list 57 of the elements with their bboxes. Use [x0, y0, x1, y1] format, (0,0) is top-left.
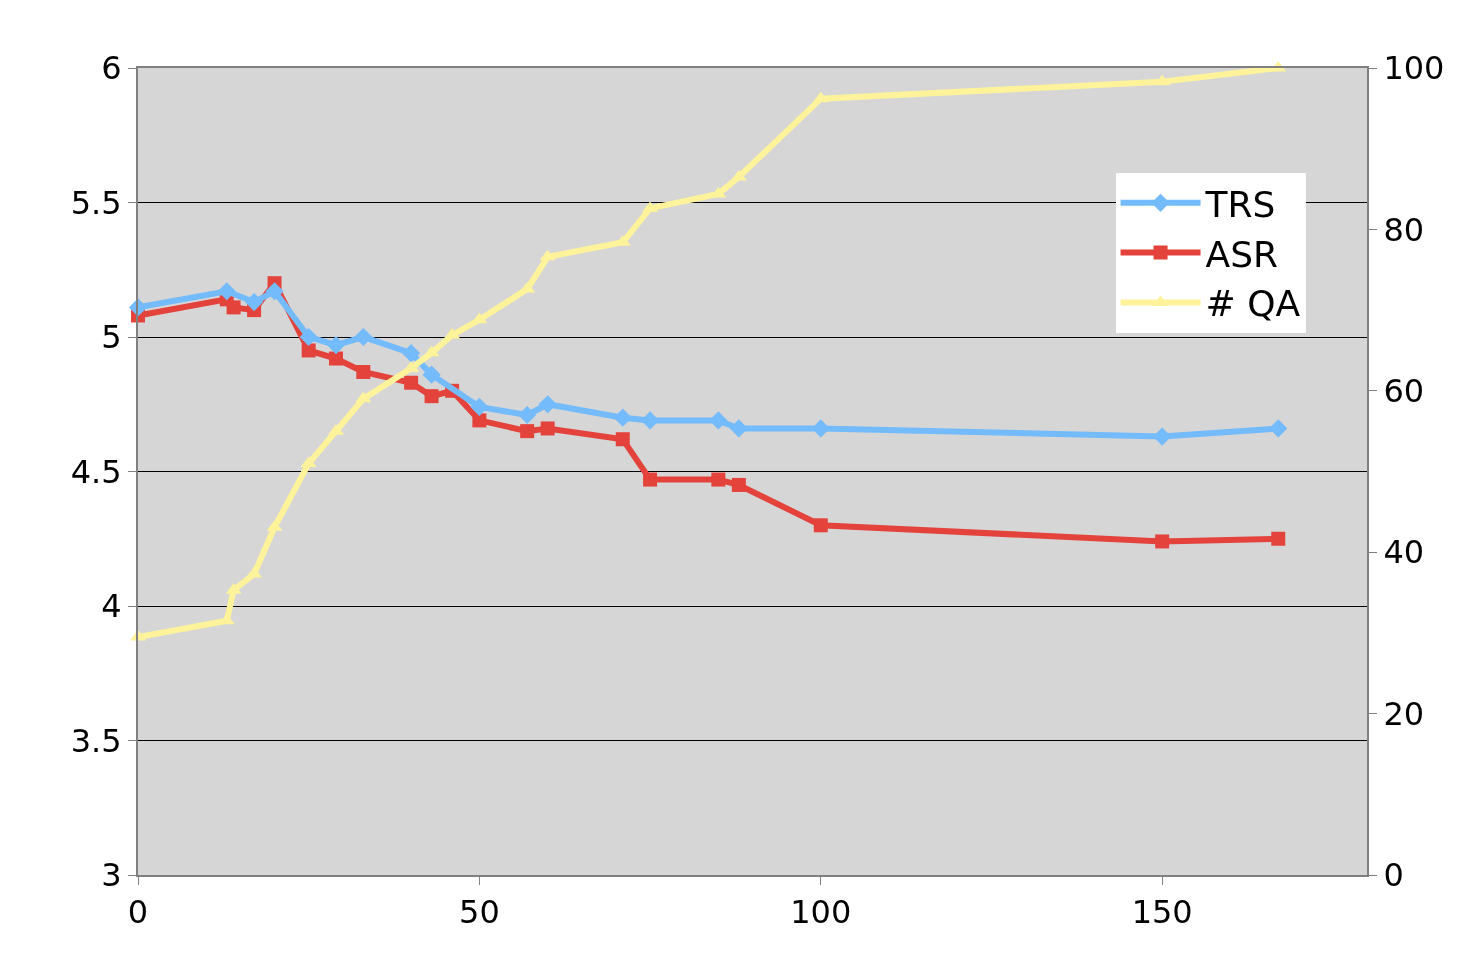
- point: [643, 472, 658, 487]
- point: [301, 343, 316, 358]
- point: [539, 249, 556, 261]
- point: [613, 408, 632, 427]
- point: [1271, 531, 1286, 546]
- y-tick-label: 5.5: [70, 183, 122, 222]
- point: [244, 292, 264, 312]
- y2-tick-label: 60: [1383, 372, 1425, 410]
- point: [422, 365, 441, 384]
- point: [217, 282, 236, 301]
- y2-tick-label: 0: [1383, 856, 1404, 895]
- x-tick-label: 150: [1131, 893, 1193, 932]
- y2-tick-label: 80: [1383, 210, 1425, 249]
- point: [355, 391, 372, 403]
- point: [402, 344, 421, 363]
- point: [354, 327, 373, 347]
- point: [538, 395, 557, 414]
- x-tick-label: 50: [459, 893, 500, 932]
- point: [265, 282, 284, 301]
- point: [1155, 534, 1170, 549]
- legend-label: TRS: [1204, 183, 1276, 225]
- y-tick-label: 4: [101, 587, 122, 626]
- y-tick-label: 5: [101, 318, 122, 357]
- y-tick-label: 6: [101, 49, 122, 88]
- point: [729, 419, 748, 438]
- point: [470, 397, 489, 417]
- y-tick-label: 3.5: [70, 721, 122, 760]
- point: [730, 169, 747, 181]
- point: [540, 421, 555, 436]
- point: [299, 327, 318, 347]
- point: [1154, 74, 1171, 86]
- point: [404, 375, 419, 390]
- point: [423, 345, 440, 357]
- y2-tick-label: 20: [1383, 694, 1425, 733]
- point: [329, 351, 344, 366]
- point: [356, 364, 371, 379]
- point: [812, 91, 829, 103]
- x-tick-label: 0: [127, 893, 149, 932]
- point: [711, 472, 726, 487]
- point: [731, 477, 746, 492]
- point: [226, 300, 241, 315]
- point: [640, 411, 660, 430]
- point: [424, 389, 439, 404]
- point: [813, 518, 828, 533]
- y-tick-label: 4.5: [70, 452, 122, 491]
- point: [518, 405, 537, 425]
- y2-tick-label: 40: [1383, 533, 1425, 572]
- point: [1269, 419, 1288, 438]
- point: [520, 424, 535, 439]
- point: [615, 432, 630, 447]
- y2-tick-label: 100: [1383, 49, 1445, 88]
- y-tick-label: 3: [101, 856, 122, 895]
- point: [326, 335, 346, 355]
- legend-label: # QA: [1205, 283, 1301, 325]
- point: [472, 413, 487, 428]
- x-tick-label: 100: [790, 893, 852, 932]
- legend-label: ASR: [1205, 233, 1279, 275]
